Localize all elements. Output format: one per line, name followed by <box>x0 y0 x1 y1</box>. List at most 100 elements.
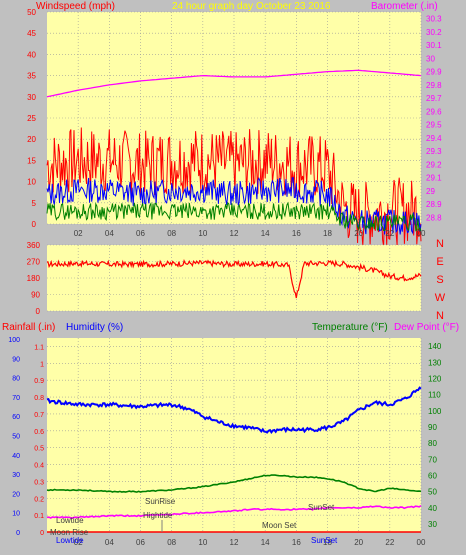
windspeed-label: Windspeed (mph) <box>36 1 115 12</box>
humidity-tick-label: 50 <box>12 434 20 441</box>
astro-annotation: Lowtide <box>56 516 84 525</box>
barometer-tick-label: 29.9 <box>426 68 442 77</box>
rainfall-tick-label: 0.9 <box>34 378 44 385</box>
time-tick-label: 06 <box>136 229 145 238</box>
time-tick-label: 20 <box>354 538 363 547</box>
temperature-tick-label: 90 <box>428 423 437 432</box>
temperature-tick-label: 100 <box>428 407 442 416</box>
rainfall-tick-label: 0.6 <box>34 429 44 436</box>
barometer-tick-label: 28.8 <box>426 213 442 222</box>
wind-direction-line <box>46 259 422 299</box>
wind-panel-grid <box>47 11 422 225</box>
rainfall-tick-label: 0 <box>40 530 44 537</box>
astro-annotation: Moon Rise <box>50 528 89 537</box>
time-tick-label: 00 <box>417 538 426 547</box>
time-tick-label: 02 <box>74 538 83 547</box>
wind-panel-series <box>46 69 422 247</box>
direction-panel-series <box>46 259 422 299</box>
wind-tick-label: 30 <box>27 93 36 102</box>
time-tick-label: 22 <box>385 229 394 238</box>
wind-gust-line <box>46 127 422 247</box>
compass-label: E <box>436 256 443 268</box>
temperature-x-axis: 02 04 06 08 10 12 14 16 18 20 22 00 <box>74 538 426 547</box>
time-tick-label: 06 <box>136 538 145 547</box>
rainfall-tick-label: 1 <box>40 361 44 368</box>
humidity-tick-label: 20 <box>12 491 20 498</box>
wind-tick-label: 45 <box>27 29 36 38</box>
barometer-tick-label: 29.6 <box>426 107 442 116</box>
astro-annotation: Hightide <box>143 511 173 520</box>
wind-tick-label: 15 <box>27 156 36 165</box>
barometer-tick-label: 29 <box>426 187 435 196</box>
time-tick-label: 04 <box>105 538 114 547</box>
compass-label: S <box>436 274 443 286</box>
temperature-panel-series <box>46 386 422 533</box>
time-tick-label: 16 <box>292 538 301 547</box>
temperature-tick-label: 130 <box>428 358 442 367</box>
temperature-panel-grid <box>47 338 422 533</box>
time-tick-label: 18 <box>323 229 332 238</box>
humidity-tick-label: 30 <box>12 472 20 479</box>
barometer-tick-label: 29.4 <box>426 134 442 143</box>
wind-tick-label: 5 <box>32 199 37 208</box>
humidity-y-axis: 0 10 20 30 40 50 60 70 80 90 100 <box>8 337 20 537</box>
barometer-tick-label: 30.1 <box>426 41 442 50</box>
time-tick-label: 12 <box>230 229 239 238</box>
direction-y-axis: 0 90 180 270 360 <box>27 241 41 316</box>
time-tick-label: 04 <box>105 229 114 238</box>
rainfall-tick-label: 0.5 <box>34 446 44 453</box>
wind-y-axis: 0 5 10 15 20 25 30 35 40 45 50 <box>27 8 36 229</box>
time-tick-label: 02 <box>74 229 83 238</box>
time-tick-label: 10 <box>198 538 207 547</box>
dewpoint-label: Dew Point (°F) <box>394 322 459 333</box>
rainfall-tick-label: 0.2 <box>34 496 44 503</box>
astro-annotation: SunSet <box>311 536 338 545</box>
direction-tick-label: 360 <box>27 241 41 250</box>
rainfall-tick-label: 0.3 <box>34 479 44 486</box>
barometer-line <box>46 69 422 98</box>
barometer-tick-label: 30 <box>426 54 435 63</box>
barometer-tick-label: 29.8 <box>426 81 442 90</box>
compass-label: W <box>435 292 446 304</box>
temperature-tick-label: 70 <box>428 455 437 464</box>
compass-label: N <box>436 310 444 322</box>
temperature-tick-label: 40 <box>428 504 437 513</box>
wind-tick-label: 35 <box>27 72 36 81</box>
time-tick-label: 18 <box>323 538 332 547</box>
humidity-tick-label: 10 <box>12 511 20 518</box>
barometer-tick-label: 29.7 <box>426 94 442 103</box>
rainfall-y-axis: 0 0.1 0.2 0.3 0.4 0.5 0.6 0.7 0.8 0.9 1 1.1 <box>34 344 44 537</box>
rainfall-tick-label: 0.4 <box>34 463 44 470</box>
barometer-tick-label: 29.3 <box>426 147 442 156</box>
barometer-tick-label: 29.2 <box>426 160 442 169</box>
astro-annotation: Moon Set <box>262 521 297 530</box>
astro-annotation: SunSet <box>308 503 335 512</box>
time-tick-label: 16 <box>292 229 301 238</box>
humidity-tick-label: 0 <box>16 530 20 537</box>
wind-tick-label: 10 <box>27 178 36 187</box>
direction-panel-grid <box>47 244 422 312</box>
rainfall-label: Rainfall (.in) <box>2 322 55 333</box>
time-tick-label: 14 <box>261 229 270 238</box>
barometer-label: Barometer (.in) <box>371 1 438 12</box>
temperature-tick-label: 140 <box>428 342 442 351</box>
rainfall-tick-label: 0.1 <box>34 513 44 520</box>
temperature-tick-label: 60 <box>428 471 437 480</box>
rainfall-tick-label: 0.7 <box>34 412 44 419</box>
humidity-label: Humidity (%) <box>66 322 123 333</box>
time-tick-label: 14 <box>261 538 270 547</box>
rainfall-tick-label: 1.1 <box>34 344 44 351</box>
direction-tick-label: 90 <box>31 291 40 300</box>
barometer-tick-label: 28.9 <box>426 200 442 209</box>
barometer-tick-label: 29.5 <box>426 121 442 130</box>
wind-x-axis: 02 04 06 08 10 12 14 16 18 20 22 00 <box>74 229 426 238</box>
time-tick-label: 20 <box>354 229 363 238</box>
time-tick-label: 10 <box>198 229 207 238</box>
wind-low-line <box>46 201 422 232</box>
time-tick-label: 08 <box>167 538 176 547</box>
humidity-tick-label: 70 <box>12 395 20 402</box>
barometer-tick-label: 29.1 <box>426 174 442 183</box>
astro-annotation: Lowtide <box>56 536 84 545</box>
